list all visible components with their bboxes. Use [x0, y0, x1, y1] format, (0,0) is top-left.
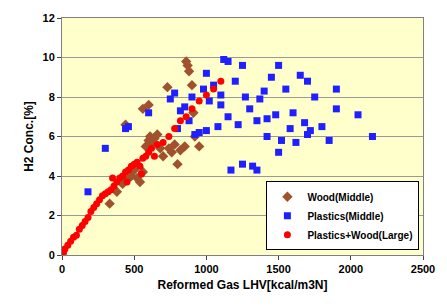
- svg-text:Wood(Middle): Wood(Middle): [307, 192, 373, 203]
- svg-text:0: 0: [49, 249, 55, 261]
- svg-text:2500: 2500: [411, 263, 435, 275]
- svg-text:Reformed Gas LHV[kcal/m3N]: Reformed Gas LHV[kcal/m3N]: [157, 278, 327, 292]
- svg-text:6: 6: [49, 130, 55, 142]
- svg-text:12: 12: [43, 12, 55, 24]
- svg-text:1000: 1000: [194, 263, 218, 275]
- svg-text:H2 Conc.[%]: H2 Conc.[%]: [22, 101, 36, 172]
- svg-text:Plastics+Wood(Large): Plastics+Wood(Large): [307, 230, 412, 241]
- svg-text:500: 500: [125, 263, 143, 275]
- svg-text:4: 4: [49, 170, 56, 182]
- svg-text:0: 0: [59, 263, 65, 275]
- svg-text:10: 10: [43, 51, 55, 63]
- svg-text:1500: 1500: [266, 263, 290, 275]
- svg-text:2000: 2000: [339, 263, 363, 275]
- svg-text:8: 8: [49, 91, 55, 103]
- svg-text:Plastics(Middle): Plastics(Middle): [307, 211, 383, 222]
- svg-text:2: 2: [49, 209, 55, 221]
